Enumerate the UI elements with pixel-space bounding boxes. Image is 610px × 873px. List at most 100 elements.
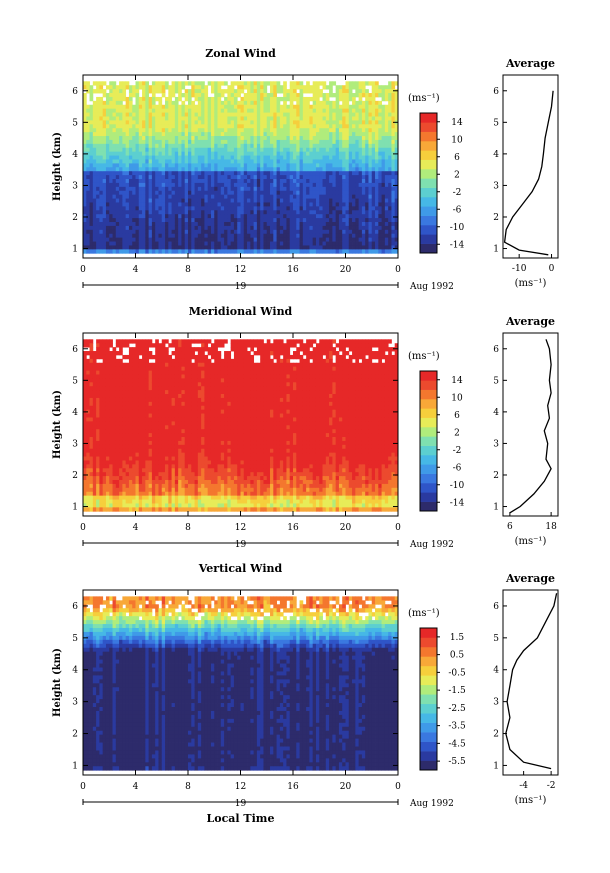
heatmap-cell [115,460,120,465]
heatmap-cell [184,167,189,172]
heatmap-cell [270,214,274,219]
heatmap-cell [338,175,343,180]
heatmap-cell [260,225,264,231]
heatmap-cell [270,100,274,106]
heatmap-cell [119,394,123,399]
heatmap-cell [224,245,228,250]
heatmap-cell [283,237,287,242]
heatmap-cell [250,143,255,149]
heatmap-cell [109,214,113,219]
heatmap-cell [119,382,123,387]
heatmap-cell [270,222,274,227]
heatmap-cell [371,139,376,145]
heatmap-cell [338,143,343,149]
heatmap-cell [165,112,169,117]
heatmap-cell [358,198,363,203]
heatmap-cell [306,163,310,168]
heatmap-cell [135,218,140,223]
heatmap-cell [384,155,389,160]
heatmap-cell [86,358,90,364]
heatmap-cell [394,214,399,219]
heatmap-cell [138,225,143,231]
heatmap-cell [233,190,238,196]
heatmap-cell [394,175,399,180]
heatmap-cell [135,487,140,493]
heatmap-cell [306,128,310,133]
heatmap-cell [171,222,176,227]
heatmap-cell [109,358,113,364]
heatmap-cell [243,175,248,180]
heatmap-cell [266,202,271,207]
heatmap-cell [148,112,153,117]
heatmap-cell [119,480,123,485]
heatmap-cell [338,222,343,227]
heatmap-cell [371,206,376,211]
heatmap-cell [96,503,100,508]
heatmap-cell [128,241,133,246]
heatmap-cell [260,89,264,94]
heatmap-cell [122,390,127,395]
heatmap-cell [210,245,215,250]
heatmap-cell [138,171,143,176]
heatmap-cell [388,249,392,254]
heatmap-cell [276,225,281,231]
heatmap-cell [263,202,268,207]
heatmap-cell [155,171,159,176]
heatmap-cell [128,397,133,403]
heatmap-cell [112,89,117,94]
heatmap-cell [263,206,268,211]
heatmap-cell [315,190,320,196]
heatmap-cell [89,464,94,469]
heatmap-cell [391,132,396,137]
heatmap-cell [96,132,100,137]
heatmap-cell [325,116,330,121]
heatmap-cell [256,108,261,113]
heatmap-cell [125,214,130,219]
heatmap-cell [197,100,202,106]
heatmap-cell [204,186,209,192]
heatmap-cell [119,433,123,438]
heatmap-cell [230,139,235,145]
heatmap-cell [105,397,110,403]
heatmap-cell [89,487,94,493]
heatmap-cell [309,85,314,90]
heatmap-cell [240,163,245,168]
heatmap-cell [115,421,120,426]
heatmap-cell [125,233,130,239]
heatmap-cell [125,225,130,231]
heatmap-cell [145,132,150,137]
heatmap-cell [119,89,123,94]
heatmap-cell [83,386,87,391]
heatmap-cell [119,136,123,141]
heatmap-cell [378,116,382,121]
heatmap-cell [83,460,87,465]
heatmap-cell [302,85,307,90]
heatmap-cell [138,507,143,512]
heatmap-cell [371,163,376,168]
heatmap-cell [201,85,205,90]
heatmap-cell [109,151,113,156]
heatmap-cell [122,468,127,473]
heatmap-cell [266,108,271,113]
heatmap-cell [296,128,300,133]
heatmap-cell [227,245,232,250]
heatmap-cell [178,245,182,250]
heatmap-cell [270,147,274,153]
heatmap-cell [115,124,120,129]
heatmap-cell [99,397,104,403]
heatmap-cell [306,85,310,90]
heatmap-cell [233,222,238,227]
heatmap-cell [165,182,169,188]
heatmap-cell [201,120,205,125]
heatmap-cell [92,456,97,461]
heatmap-cell [283,182,287,188]
heatmap-cell [266,96,271,102]
heatmap-cell [352,194,356,199]
heatmap-cell [155,190,159,196]
heatmap-cell [158,206,163,211]
heatmap-cell [332,202,337,207]
heatmap-cell [273,139,277,145]
heatmap-cell [142,100,146,106]
heatmap-cell [283,167,287,172]
heatmap-cell [197,179,202,184]
